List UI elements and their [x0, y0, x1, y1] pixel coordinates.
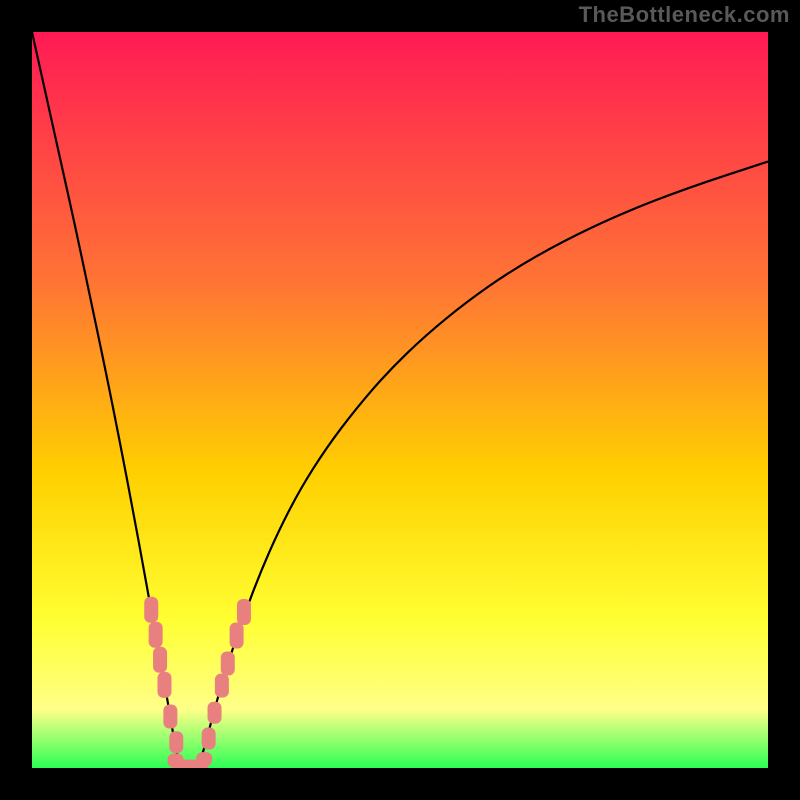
data-marker [169, 731, 183, 753]
marker-group [144, 597, 251, 768]
data-marker [230, 623, 244, 649]
data-marker [157, 672, 171, 698]
watermark-text: TheBottleneck.com [579, 2, 790, 28]
data-marker [221, 651, 235, 675]
data-marker [202, 728, 216, 750]
data-marker [208, 702, 222, 724]
chart-container: TheBottleneck.com [0, 0, 800, 800]
data-marker [144, 597, 158, 623]
data-marker [237, 599, 251, 625]
gradient-plot-area [32, 32, 768, 768]
data-marker [215, 674, 229, 698]
data-marker [153, 647, 167, 673]
curve-layer [32, 32, 768, 768]
data-marker [163, 704, 177, 728]
data-marker [196, 752, 212, 766]
right-branch-curve [198, 162, 768, 767]
data-marker [149, 622, 163, 648]
